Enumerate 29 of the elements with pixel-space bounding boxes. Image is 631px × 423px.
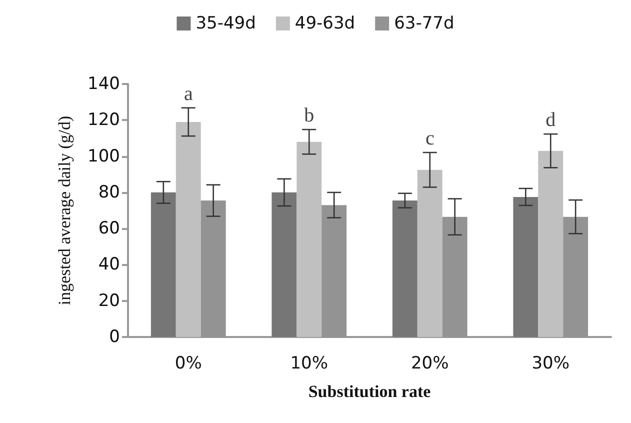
y-axis-title: ingested average daily (g/d): [55, 116, 74, 306]
x-tick-label: 30%: [532, 354, 570, 374]
annotation: d: [546, 109, 556, 132]
legend-label: 35-49d: [196, 14, 256, 34]
y-tick-label: 140: [88, 74, 120, 94]
legend-label: 63-77d: [394, 14, 454, 34]
y-tick-label: 40: [98, 254, 120, 275]
x-tick-label: 20%: [410, 354, 449, 374]
legend-label: 49-63d: [294, 14, 356, 34]
annotation: c: [425, 127, 434, 150]
y-tick-label: 0: [109, 327, 120, 347]
bar: [150, 192, 176, 337]
bar: [272, 192, 297, 337]
x-axis-title: Substitution rate: [308, 382, 432, 401]
y-tick-label: 60: [98, 218, 120, 239]
bar: [417, 170, 442, 337]
y-tick-label: 80: [98, 182, 120, 202]
bar: [392, 200, 418, 337]
x-tick-label: 0%: [174, 354, 202, 374]
x-tick-label: 10%: [290, 354, 328, 374]
y-tick-label: 20: [98, 290, 120, 311]
y-tick-label: 120: [88, 110, 120, 130]
bar: [296, 142, 322, 337]
bar: [538, 150, 564, 337]
bar: [513, 196, 538, 337]
bar: [176, 122, 201, 337]
annotation: a: [184, 82, 193, 105]
annotation: b: [304, 104, 314, 127]
y-tick-label: 100: [88, 146, 120, 166]
